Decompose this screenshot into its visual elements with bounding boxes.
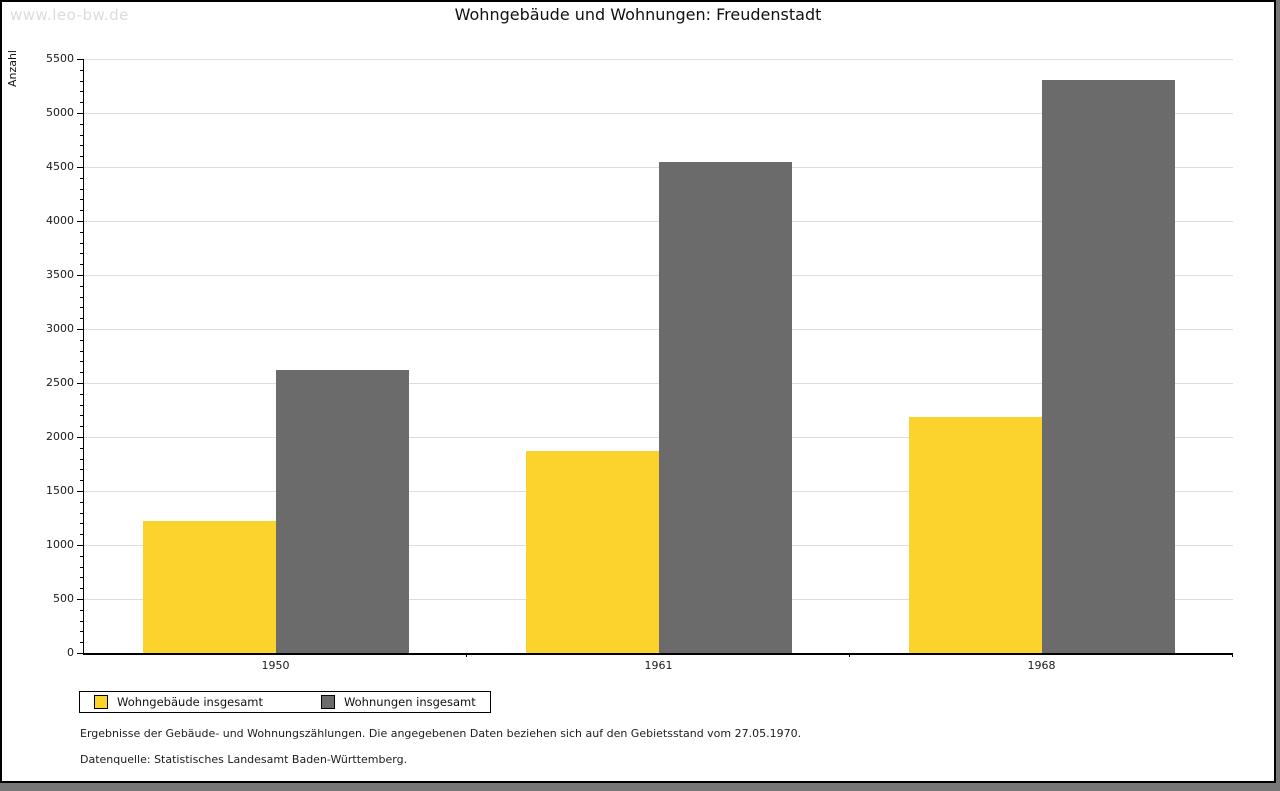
y-tick-1000 xyxy=(77,545,83,546)
legend-swatch-icon xyxy=(94,695,108,709)
y-tick-label-2500: 2500 xyxy=(46,376,74,389)
y-tick-2700 xyxy=(80,361,83,363)
y-tick-2800 xyxy=(80,350,83,352)
y-tick-1700 xyxy=(80,469,83,471)
y-tick-2100 xyxy=(80,426,83,428)
bar-wohngebaeude-1968 xyxy=(908,417,1042,653)
y-tick-1100 xyxy=(80,534,83,536)
y-tick-5100 xyxy=(80,102,83,104)
x-boundary-tick-1 xyxy=(466,653,467,657)
y-tick-3000 xyxy=(77,329,83,330)
x-boundary-tick-3 xyxy=(1232,653,1233,657)
y-tick-4800 xyxy=(80,134,83,136)
y-tick-1600 xyxy=(80,480,83,482)
y-tick-label-4500: 4500 xyxy=(46,160,74,173)
legend-swatch-icon xyxy=(320,695,335,709)
y-tick-4300 xyxy=(80,188,83,190)
y-tick-500 xyxy=(77,599,83,600)
legend-item-wohnungen: Wohnungen insgesamt xyxy=(320,695,476,709)
y-tick-1500 xyxy=(77,491,83,492)
legend-item-wohngebaeude: Wohngebäude insgesamt xyxy=(94,695,263,709)
y-tick-1200 xyxy=(80,523,83,525)
y-tick-5000 xyxy=(77,113,83,114)
y-tick-label-1500: 1500 xyxy=(46,484,74,497)
legend: Wohngebäude insgesamt Wohnungen insgesamt xyxy=(79,691,491,713)
y-tick-1800 xyxy=(80,458,83,460)
y-tick-2000 xyxy=(77,437,83,438)
y-tick-label-3500: 3500 xyxy=(46,268,74,281)
y-tick-label-0: 0 xyxy=(67,646,74,659)
chart-title: Wohngebäude und Wohnungen: Freudenstadt xyxy=(454,5,822,24)
x-tick-label-1950: 1950 xyxy=(261,659,290,672)
footnote-line-1: Ergebnisse der Gebäude- und Wohnungszähl… xyxy=(80,727,802,740)
plot-area: 0 500 1000 1500 2000 2500 3000 3500 4000 4500 5000… xyxy=(46,53,1233,672)
y-tick-4000 xyxy=(77,221,83,222)
y-tick-label-5500: 5500 xyxy=(46,52,74,65)
footnote-line-2: Datenquelle: Statistisches Landesamt Bad… xyxy=(80,753,408,766)
y-tick-4700 xyxy=(80,145,83,147)
y-tick-200 xyxy=(80,631,83,633)
y-tick-100 xyxy=(80,642,83,644)
y-tick-5500 xyxy=(77,59,83,60)
x-boundary-tick-2 xyxy=(849,653,850,657)
x-tick-label-1961: 1961 xyxy=(644,659,673,672)
y-tick-3400 xyxy=(80,285,83,287)
bar-wohnungen-1961 xyxy=(658,162,792,653)
legend-label: Wohnungen insgesamt xyxy=(343,695,476,709)
bar-wohngebaeude-1950 xyxy=(142,520,276,653)
y-tick-4500 xyxy=(77,167,83,168)
y-tick-5400 xyxy=(80,69,83,71)
y-tick-2300 xyxy=(80,404,83,406)
y-tick-label-2000: 2000 xyxy=(46,430,74,443)
y-tick-300 xyxy=(80,620,83,622)
y-tick-0 xyxy=(77,653,83,654)
watermark: www.leo-bw.de xyxy=(10,6,129,24)
y-tick-label-3000: 3000 xyxy=(46,322,74,335)
y-tick-label-4000: 4000 xyxy=(46,214,74,227)
y-tick-800 xyxy=(80,566,83,568)
legend-label: Wohngebäude insgesamt xyxy=(117,695,263,709)
y-tick-3700 xyxy=(80,253,83,255)
y-tick-3200 xyxy=(80,307,83,309)
y-tick-3800 xyxy=(80,242,83,244)
y-tick-2500 xyxy=(77,383,83,384)
y-tick-1400 xyxy=(80,501,83,503)
y-tick-700 xyxy=(80,577,83,579)
bar-wohnungen-1968 xyxy=(1041,79,1175,653)
y-tick-3100 xyxy=(80,318,83,320)
y-tick-4400 xyxy=(80,177,83,179)
y-tick-3500 xyxy=(77,275,83,276)
y-tick-label-5000: 5000 xyxy=(46,106,74,119)
y-tick-4900 xyxy=(80,123,83,125)
y-tick-label-500: 500 xyxy=(53,592,74,605)
y-tick-400 xyxy=(80,609,83,611)
y-tick-600 xyxy=(80,588,83,590)
y-tick-2200 xyxy=(80,415,83,417)
y-tick-3900 xyxy=(80,231,83,233)
gridline-5500 xyxy=(84,59,1233,60)
y-tick-3300 xyxy=(80,296,83,298)
x-tick-label-1968: 1968 xyxy=(1027,659,1056,672)
y-tick-2400 xyxy=(80,393,83,395)
bar-wohnungen-1950 xyxy=(275,370,409,653)
y-axis-title: Anzahl xyxy=(6,50,19,88)
y-tick-label-1000: 1000 xyxy=(46,538,74,551)
y-tick-900 xyxy=(80,555,83,557)
y-tick-1300 xyxy=(80,512,83,514)
y-tick-4600 xyxy=(80,156,83,158)
y-tick-5200 xyxy=(80,91,83,93)
y-tick-4100 xyxy=(80,210,83,212)
y-tick-2600 xyxy=(80,372,83,374)
bar-wohngebaeude-1961 xyxy=(525,450,659,653)
y-tick-1900 xyxy=(80,447,83,449)
y-tick-5300 xyxy=(80,80,83,82)
y-tick-2900 xyxy=(80,339,83,341)
y-tick-3600 xyxy=(80,264,83,266)
y-tick-4200 xyxy=(80,199,83,201)
gridline-5000 xyxy=(84,113,1233,114)
